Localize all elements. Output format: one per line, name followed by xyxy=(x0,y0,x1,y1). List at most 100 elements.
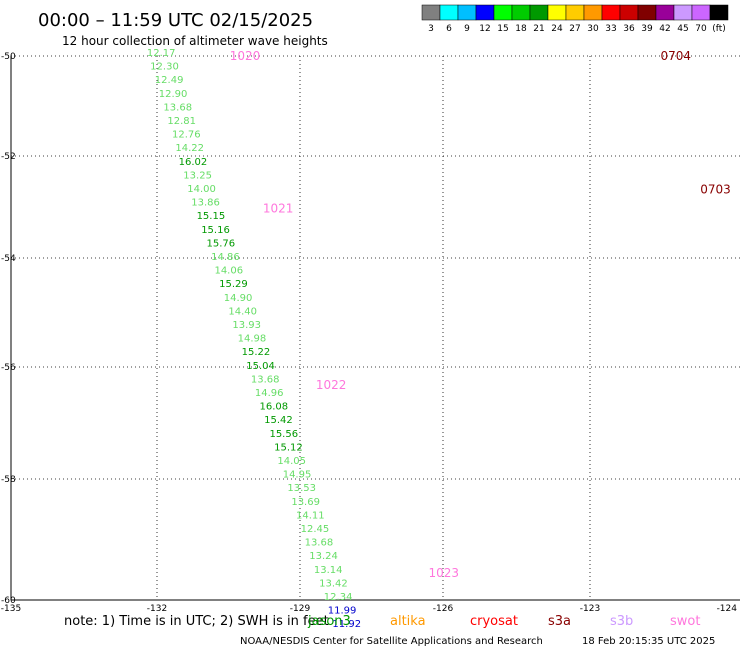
satellite-label-jason3: jason3 xyxy=(307,614,351,629)
legend-label: 9 xyxy=(464,24,470,34)
satellite-label-s3a: s3a xyxy=(548,614,571,629)
legend-label: 12 xyxy=(479,24,490,34)
legend-swatch xyxy=(439,4,459,21)
legend-swatch xyxy=(637,4,657,21)
legend-swatch xyxy=(673,4,693,21)
wave-height-value: 15.04 xyxy=(246,361,275,372)
grid-lines xyxy=(11,55,740,600)
wave-height-value: 14.22 xyxy=(175,143,204,154)
legend-label: 36 xyxy=(623,24,635,34)
legend-label: 18 xyxy=(515,24,527,34)
wave-height-value: 13.14 xyxy=(314,565,343,576)
x-tick-label: -126 xyxy=(433,604,454,614)
wave-height-value: 13.25 xyxy=(183,170,212,181)
wave-height-value: 14.11 xyxy=(296,510,325,521)
wave-height-value: 14.05 xyxy=(277,456,306,467)
wave-height-value: 14.00 xyxy=(187,184,216,195)
pass-time-label: 0704 xyxy=(660,49,691,63)
wave-height-value: 16.02 xyxy=(179,157,208,168)
y-tick-labels: -50 -52 -54 -56 -58 -60 xyxy=(1,52,16,606)
wave-height-value: 12.30 xyxy=(150,62,179,73)
wave-height-value: 14.96 xyxy=(255,388,284,399)
legend-swatch xyxy=(583,4,603,21)
legend-swatch xyxy=(493,4,513,21)
wave-height-value: 13.68 xyxy=(305,538,334,549)
pass-time-label: 1020 xyxy=(230,49,261,63)
note-text: note: 1) Time is in UTC; 2) SWH is in fe… xyxy=(64,614,329,629)
wave-height-value: 14.90 xyxy=(224,293,253,304)
wave-height-value: 12.17 xyxy=(147,48,176,59)
legend-swatch xyxy=(511,4,531,21)
footer-credit: NOAA/NESDIS Center for Satellite Applica… xyxy=(240,636,543,647)
y-tick-label: -58 xyxy=(1,475,16,485)
chart-subtitle: 12 hour collection of altimeter wave hei… xyxy=(62,34,328,48)
wave-height-value: 15.16 xyxy=(201,225,230,236)
wave-height-value: 13.53 xyxy=(287,483,316,494)
wave-height-value: 14.40 xyxy=(228,306,257,317)
legend-label: 27 xyxy=(569,24,580,34)
y-tick-label: -60 xyxy=(1,596,16,606)
x-tick-labels: -135 -132 -129 -126 -123 -124 xyxy=(1,604,737,614)
x-tick-label: -135 xyxy=(1,604,21,614)
legend-label: 39 xyxy=(641,24,653,34)
wave-height-value: 11.99 xyxy=(328,606,357,617)
x-tick-label: -129 xyxy=(290,604,311,614)
legend-label: 21 xyxy=(533,24,544,34)
legend-label: 33 xyxy=(605,24,616,34)
y-tick-label: -50 xyxy=(1,52,16,62)
y-tick-label: -56 xyxy=(1,363,16,373)
x-tick-label: -124 xyxy=(717,604,738,614)
legend-swatch xyxy=(565,4,585,21)
satellite-label-s3b: s3b xyxy=(610,614,633,629)
wave-height-value: 14.95 xyxy=(283,470,312,481)
wave-height-value: 12.34 xyxy=(324,592,353,603)
wave-height-value: 15.42 xyxy=(264,415,293,426)
legend-swatch xyxy=(475,4,495,21)
legend-label: 15 xyxy=(497,24,508,34)
legend-label: 70 xyxy=(695,24,707,34)
wave-height-value: 13.68 xyxy=(251,374,280,385)
wave-height-value: 15.56 xyxy=(269,429,298,440)
y-tick-label: -52 xyxy=(1,152,16,162)
legend-swatch xyxy=(547,4,567,21)
x-tick-label: -132 xyxy=(147,604,167,614)
time-stamps: 10201021102210230704070307020713 xyxy=(230,49,731,580)
pass-time-label: 0703 xyxy=(700,182,731,196)
wave-height-value: 14.86 xyxy=(211,252,240,263)
wave-height-value: 13.68 xyxy=(163,102,192,113)
legend-label: 42 xyxy=(659,24,670,34)
wave-height-value: 12.90 xyxy=(159,89,188,100)
legend-swatch xyxy=(601,4,621,21)
wave-height-value: 15.12 xyxy=(274,442,303,453)
x-tick-label: -123 xyxy=(580,604,600,614)
footer-timestamp: 18 Feb 20:15:35 UTC 2025 xyxy=(582,636,715,647)
pass-time-label: 1023 xyxy=(429,566,460,580)
legend-label: (ft) xyxy=(712,24,726,34)
legend-label: 24 xyxy=(551,24,563,34)
wave-height-value: 15.22 xyxy=(242,347,271,358)
legend-swatch xyxy=(691,4,711,21)
wave-height-value: 16.08 xyxy=(260,402,289,413)
wave-height-value: 13.93 xyxy=(232,320,261,331)
wave-height-value: 15.15 xyxy=(197,211,226,222)
chart-title: 00:00 – 11:59 UTC 02/15/2025 xyxy=(38,10,313,31)
satellite-legend: jason3 altika cryosat s3a s3b swot xyxy=(307,614,700,629)
wave-height-value: 13.86 xyxy=(191,198,220,209)
wave-height-value: 12.76 xyxy=(172,130,201,141)
plot-frame xyxy=(10,56,740,601)
wave-height-value: 13.24 xyxy=(309,551,338,562)
y-tick-label: -54 xyxy=(1,254,16,264)
legend-label: 45 xyxy=(677,24,688,34)
wave-height-value: 13.42 xyxy=(319,578,348,589)
legend-swatch xyxy=(619,4,639,21)
legend-label: 3 xyxy=(428,24,434,34)
wave-height-value: 12.81 xyxy=(167,116,196,127)
wave-height-value: 13.69 xyxy=(291,497,320,508)
satellite-label-cryosat: cryosat xyxy=(470,614,518,629)
wave-height-value: 15.29 xyxy=(219,279,248,290)
pass-time-label: 1021 xyxy=(263,201,294,215)
legend-swatch xyxy=(421,4,441,21)
legend-swatch xyxy=(709,4,729,21)
pass-time-label: 1022 xyxy=(316,378,347,392)
